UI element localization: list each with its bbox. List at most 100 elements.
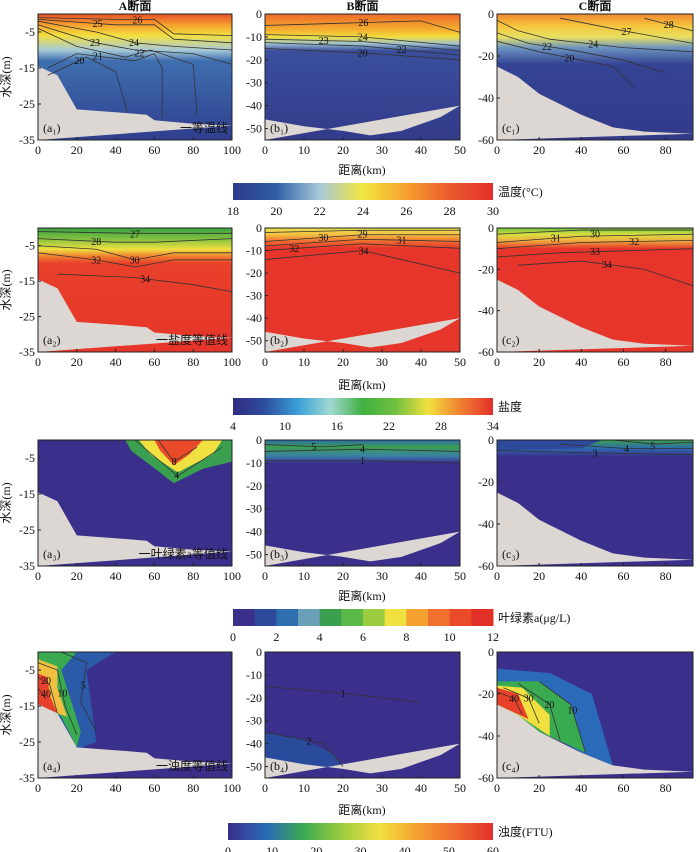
legend-contour: 一等温线 [180,121,228,135]
colorbar-tick-label: 50 [443,844,455,852]
x-tick-label: 30 [376,781,388,795]
contour-label: 2 [307,736,312,747]
contour-label: 10 [567,705,577,716]
plot-frame [496,651,694,779]
y-tick-label: -50 [246,334,262,348]
x-tick-label: 0 [494,143,500,157]
contour-label: 32 [629,237,639,248]
y-tick-label: -25 [19,310,35,324]
panel-3-0: 10 20 40 5 (a₄) 一浊度等值线 0 20 40 60 80 100 -5 -15 -25 -35 [19,651,241,795]
y-tick-label: -40 [246,525,262,539]
contour-label: 30 [524,694,534,705]
colorbar-tick-label: 12 [487,630,499,644]
colorbar-gradient [233,398,493,415]
x-tick-label: 100 [223,143,241,157]
seabed [497,279,693,352]
y-tick-label: -50 [246,548,262,562]
contour-line [496,240,694,250]
contours: 5 4 3 [496,439,694,459]
contour-line [264,229,460,233]
y-tick-label: -20 [246,266,262,280]
y-tick-label: 0 [488,7,494,21]
x-tick-label: 10 [298,355,310,369]
x-tick-label: 0 [35,143,41,157]
contours: 10 20 40 5 [37,651,97,735]
colorbar-gradient [233,183,493,200]
y-tick-label: -40 [478,517,494,531]
colorbar-tick-label: 16 [331,419,343,433]
y-tick-label: 0 [488,433,494,447]
x-tick-label: 60 [148,143,160,157]
x-tick-label: 40 [415,143,427,157]
plot-frame [496,227,694,353]
y-tick-label: -35 [19,133,35,147]
colorbar-tick-label: 4 [230,419,236,433]
x-tick-label: 100 [223,355,241,369]
plot-frame [264,13,461,141]
y-tick-label: -10 [246,456,262,470]
x-tick-label: 0 [494,781,500,795]
x-tick-label: 10 [298,781,310,795]
seabed [265,743,460,778]
x-tick-label: 20 [337,569,349,583]
x-tick-label: 20 [533,143,545,157]
contour-label: 5 [650,442,655,453]
y-tick-label: -60 [478,559,494,573]
contour-label: 24 [129,38,139,49]
colorbar-tick-label: 28 [435,419,447,433]
colorbar-tick-label: 40 [399,844,411,852]
contours: 27 28 30 32 34 [37,230,233,293]
x-tick-label: 20 [533,569,545,583]
colorbar-title: 浊度(FTU) [498,824,553,839]
panel-label: (b₃) [270,547,288,561]
y-tick-label: -15 [19,61,35,75]
contour-line [265,460,461,464]
contour-label: 5 [81,681,86,692]
contour-label: 30 [130,255,140,266]
contour-label: 22 [542,42,552,53]
colorbar-title: 盐度 [498,399,522,414]
contour-line [157,439,198,463]
x-tick-label: 0 [494,355,500,369]
contour-line [496,233,694,243]
field-patch [497,440,603,451]
contours: 26 25 24 23 22 21 20 [37,16,233,119]
contour-line [37,238,233,243]
y-tick-label: -35 [19,345,35,359]
colorbar-title: 叶绿素a(μg/L) [498,610,570,625]
y-tick-label: -40 [478,91,494,105]
contour-line [264,731,344,767]
contour-label: 20 [564,53,574,64]
contours: 12 [264,685,422,767]
contour-line [264,448,461,452]
x-tick-label: 60 [617,355,629,369]
contour-line [496,229,693,235]
y-tick-label: -20 [246,53,262,67]
contour-label: 22 [397,45,407,56]
colorbar-tick-label: 18 [227,204,239,218]
seabed [38,66,232,140]
column-title: B断面 [346,0,378,13]
contour-line [517,683,561,741]
x-tick-label: 40 [110,143,122,157]
y-tick-label: -20 [478,262,494,276]
y-tick-label: -5 [25,239,35,253]
contour-label: 40 [41,689,51,700]
colorbar-step [319,609,342,626]
x-tick-label: 0 [35,355,41,369]
x-tick-label: 100 [223,781,241,795]
legend-contour: 一浊度等值线 [156,758,228,773]
panel-0-0: 26 25 24 23 22 21 20 (a₁) 一等温线 0 20 40 60 80 100 -5 -15 -… [19,13,241,157]
y-tick-label: 0 [488,645,494,659]
contour-label: 4 [624,444,629,455]
x-tick-label: 80 [660,355,672,369]
contour-line [37,28,198,115]
contours: 84 [134,439,223,482]
x-tick-label: 0 [35,569,41,583]
x-tick-label: 50 [454,143,466,157]
panel-label: (b₁) [270,121,288,135]
contour-line [560,17,694,44]
